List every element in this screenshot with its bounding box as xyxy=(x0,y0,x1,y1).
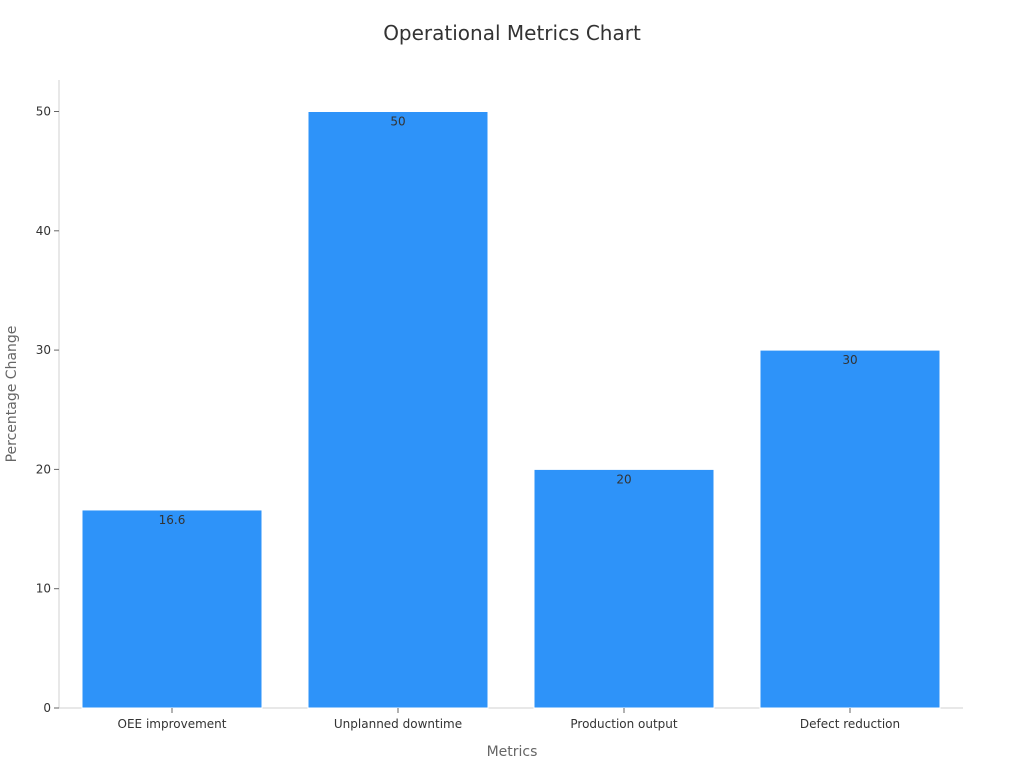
bars-group xyxy=(81,111,941,709)
chart-title: Operational Metrics Chart xyxy=(383,21,641,45)
y-tick-label: 20 xyxy=(36,462,51,476)
y-tick-label: 50 xyxy=(36,105,51,119)
bar xyxy=(307,111,489,709)
x-tick-label: Defect reduction xyxy=(800,717,900,731)
y-tick-label: 10 xyxy=(36,582,51,596)
data-label: 30 xyxy=(842,353,857,367)
bar xyxy=(81,509,263,709)
data-label: 50 xyxy=(390,115,405,129)
data-label: 16.6 xyxy=(159,513,186,527)
y-axis-label: Percentage Change xyxy=(4,326,20,463)
x-tick-label: OEE improvement xyxy=(118,717,227,731)
x-axis-ticks: OEE improvement Unplanned downtime Product… xyxy=(118,708,900,731)
x-tick-label: Production output xyxy=(570,717,678,731)
y-tick-label: 0 xyxy=(43,701,51,715)
bar xyxy=(533,468,715,709)
y-tick-label: 40 xyxy=(36,224,51,238)
data-label: 20 xyxy=(616,472,631,486)
data-labels-group: 16.6 50 20 30 xyxy=(159,115,858,527)
x-axis-label: Metrics xyxy=(487,744,538,760)
bar xyxy=(759,349,941,709)
y-tick-label: 30 xyxy=(36,343,51,357)
y-axis-ticks: 0 10 20 30 40 50 xyxy=(36,105,59,715)
x-tick-label: Unplanned downtime xyxy=(334,717,462,731)
